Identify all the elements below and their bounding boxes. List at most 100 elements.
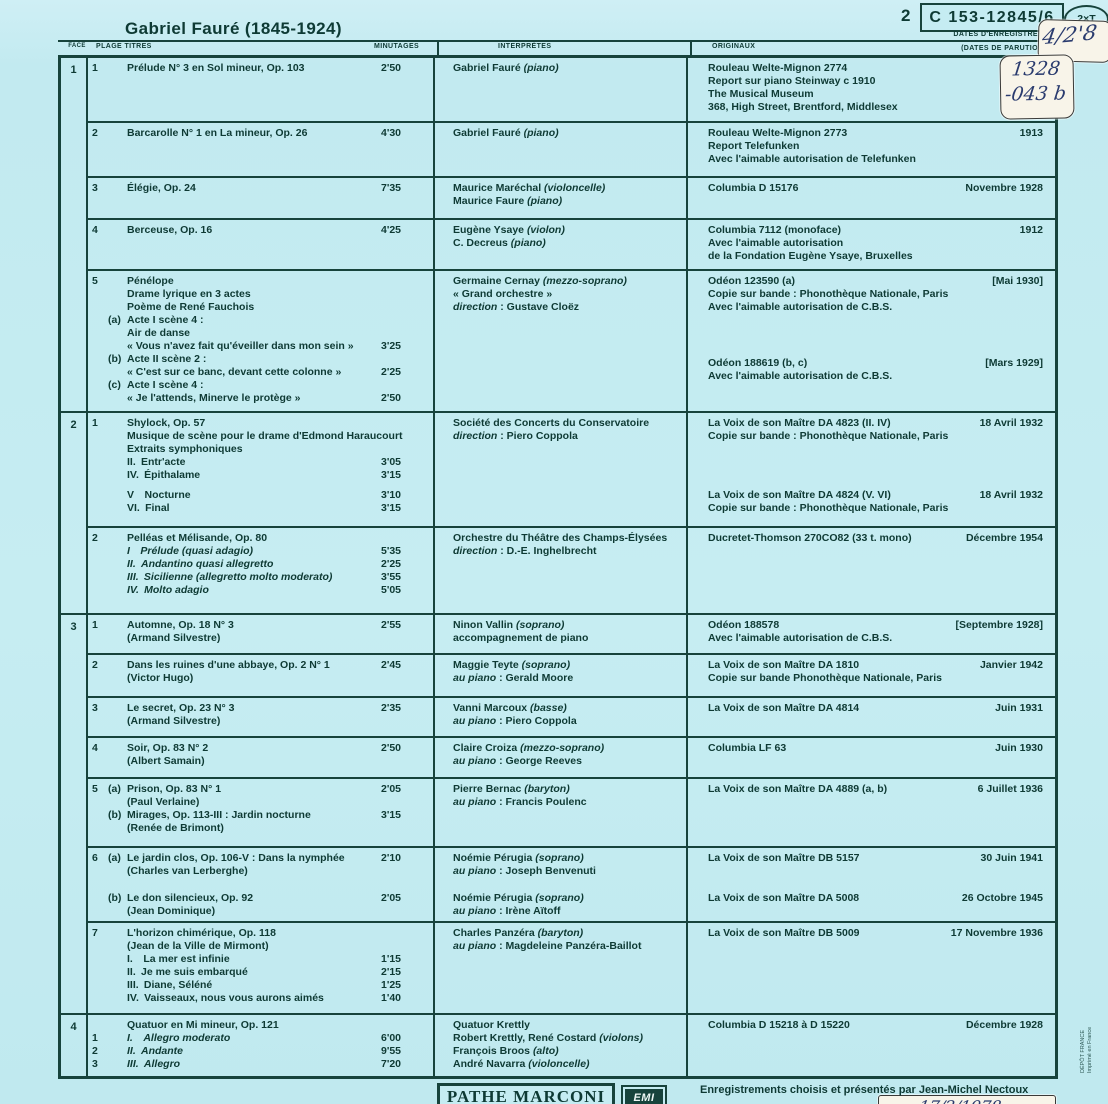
titles-cell: 2 Dans les ruines d'une abbaye, Op. 2 N° …	[88, 655, 435, 696]
minutage: 2'05	[381, 892, 402, 904]
originals-cell: La Voix de son Maître DA 1810 Copie sur b…	[688, 655, 1055, 696]
sub-marker	[108, 1019, 127, 1032]
originals-cell: Columbia 7112 (monoface) Avec l'aimable a…	[688, 220, 1055, 269]
plage-number	[92, 584, 108, 597]
original-line: La Voix de son Maître DA 5008	[708, 892, 860, 904]
titles-cell: 2 Barcarolle N° 1 en La mineur, Op. 26 4'3…	[88, 123, 435, 176]
title-text: Acte II scène 2 :	[127, 353, 207, 365]
table-row: 1 Prélude N° 3 en Sol mineur, Op. 103 2'50…	[88, 58, 1055, 123]
original-line: Columbia D 15218 à D 15220	[708, 1019, 850, 1031]
table-row: 1 Automne, Op. 18 N° 3 2'55 (Armand Silvest…	[88, 615, 1055, 655]
plage-number	[92, 1019, 108, 1032]
interpreter-text: (piano)	[523, 127, 559, 139]
original-line: Odéon 188619 (b, c)	[708, 357, 808, 369]
originals-cell: Odéon 123590 (a) Copie sur bande : Phonot…	[688, 271, 1055, 411]
interpreter-block: Eugène Ysaye (violon) C. Decreus (piano)	[453, 224, 682, 250]
release-date: 30 Juin 1941	[980, 852, 1043, 864]
interpreter-text: Maurice Maréchal	[453, 182, 545, 194]
original-line: Columbia LF 63	[708, 742, 787, 754]
minutage: 2'50	[381, 62, 402, 74]
title-line: 3 III. Allegro 7'20	[92, 1058, 431, 1071]
title-line: Poème de René Fauchois	[92, 301, 431, 314]
interpreter-line: Pierre Bernac (baryton)	[453, 783, 682, 796]
plage-number	[92, 905, 108, 918]
title-text: Élégie, Op. 24	[127, 182, 196, 194]
title-line: 3 Le secret, Op. 23 N° 3 2'35	[92, 702, 431, 715]
sub-marker	[108, 940, 127, 953]
title-text: Automne, Op. 18 N° 3	[127, 619, 234, 631]
plage-number: 3	[92, 1058, 98, 1070]
minutage: 1'15	[381, 953, 402, 965]
credit-line: Enregistrements choisis et présentés par…	[700, 1084, 1029, 1096]
interpreters-cell: Vanni Marcoux (basse) au piano : Piero Co…	[435, 698, 688, 736]
titles-cell: 4 Berceuse, Op. 16 4'25	[88, 220, 435, 269]
sub-marker	[108, 443, 127, 456]
title-text: Dans les ruines d'une abbaye, Op. 2 N° 1	[127, 659, 330, 671]
title-text: Acte I scène 4 :	[127, 379, 204, 391]
titles-cell: 3 Le secret, Op. 23 N° 3 2'35 (Armand Silve…	[88, 698, 435, 736]
title-text: I. Allegro moderato	[127, 1032, 231, 1044]
title-text: « Je l'attends, Minerve le protège »	[127, 392, 301, 404]
interpreter-text: au piano	[453, 672, 497, 684]
interpreters-cell: Gabriel Fauré (piano)	[435, 58, 688, 121]
interpreter-text: : Gustave Cloëz	[497, 301, 580, 313]
interpreter-text: : Piero Coppola	[496, 715, 577, 727]
originals-cell: Columbia LF 63 Juin 1930	[688, 738, 1055, 777]
interpreter-text: : Piero Coppola	[497, 430, 578, 442]
plage-number	[92, 822, 108, 835]
title-line: « C'est sur ce banc, devant cette colonn…	[92, 366, 431, 379]
plage-number	[92, 353, 108, 366]
original-block: Rouleau Welte-Mignon 2773 Report Telefunk…	[708, 127, 1043, 166]
interpreter-text: (soprano)	[535, 892, 584, 904]
original-line: Report sur piano Steinway c 1910	[708, 75, 876, 87]
originals-cell: La Voix de son Maître DB 5157 30 Juin 194…	[688, 848, 1055, 921]
title-line: 1 I. Allegro moderato 6'00	[92, 1032, 431, 1045]
interpreter-text: Eugène Ysaye	[453, 224, 527, 236]
sub-marker	[108, 659, 127, 672]
interpreter-text: Orchestre du Théâtre des Champs-Élysées	[453, 532, 668, 544]
column-header-plage-titres: PLAGE TITRES	[96, 43, 152, 50]
original-line: Avec l'aimable autorisation	[708, 237, 844, 249]
minutage: 3'55	[381, 571, 402, 583]
sub-marker	[108, 430, 127, 443]
title-line: III. Diane, Séléné 1'25	[92, 979, 431, 992]
interpreter-text: (soprano)	[535, 852, 584, 864]
table-row: 3 Le secret, Op. 23 N° 3 2'35 (Armand Silve…	[88, 698, 1055, 738]
interpreter-text: André Navarra	[453, 1058, 529, 1070]
interpreter-text: (mezzo-soprano)	[542, 275, 627, 287]
title-line: (Paul Verlaine)	[92, 796, 431, 809]
title-text: V Nocturne	[127, 489, 191, 501]
interpreter-line: Orchestre du Théâtre des Champs-Élysées	[453, 532, 682, 545]
face-group: 4 Quatuor en Mi mineur, Op. 121 1 I. Allegr…	[61, 1015, 1055, 1076]
header-divider	[690, 42, 692, 55]
rows-container: 1 Shylock, Op. 57 Musique de scène pour le…	[88, 413, 1055, 613]
original-block: La Voix de son Maître DA 1810 Copie sur b…	[708, 659, 1043, 685]
face-group: 1 1 Prélude N° 3 en Sol mineur, Op. 103 2'5…	[61, 58, 1055, 413]
original-block: Columbia D 15218 à D 15220 Décembre 1928	[708, 1019, 1043, 1032]
title-text: Extraits symphoniques	[127, 443, 243, 455]
plage-number: 2	[92, 1045, 98, 1057]
plage-number: 3	[92, 182, 98, 194]
original-block: Columbia 7112 (monoface) Avec l'aimable a…	[708, 224, 1043, 263]
interpreter-line: au piano : Irène Aïtoff	[453, 905, 682, 918]
plage-number	[92, 430, 108, 443]
plage-number	[92, 715, 108, 728]
original-line: Avec l'aimable autorisation de Telefunke…	[708, 153, 916, 165]
sub-marker	[108, 301, 127, 314]
table-row: 5 (a) Prison, Op. 83 N° 1 2'05 (Paul Verlain…	[88, 779, 1055, 848]
plage-number	[92, 443, 108, 456]
title-text: « C'est sur ce banc, devant cette colonn…	[127, 366, 342, 378]
plage-number	[92, 966, 108, 979]
interpreter-text: Gabriel Fauré	[453, 62, 524, 74]
interpreter-text: direction	[453, 430, 498, 442]
minutage: 5'35	[381, 545, 402, 557]
table-row: 4 Soir, Op. 83 N° 2 2'50 (Albert Samain) Cla…	[88, 738, 1055, 779]
title-line: (Armand Silvestre)	[92, 632, 431, 645]
original-block: La Voix de son Maître DA 5008 26 Octobre …	[708, 892, 1043, 905]
plage-number	[92, 632, 108, 645]
interpreter-text: Robert Krettly, René Costard	[453, 1032, 600, 1044]
sub-marker	[108, 702, 127, 715]
interpreter-text: Gabriel Fauré	[453, 127, 524, 139]
plage-number	[92, 545, 108, 558]
title-text: III. Sicilienne (allegretto molto modera…	[127, 571, 333, 583]
